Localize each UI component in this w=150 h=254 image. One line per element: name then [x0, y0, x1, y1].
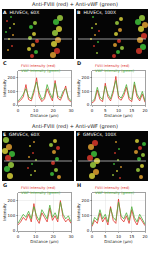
svg-text:Intensity: Intensity [76, 203, 81, 221]
svg-text:5: 5 [104, 108, 107, 113]
svg-text:30: 30 [68, 108, 74, 113]
svg-text:5: 5 [104, 234, 107, 239]
svg-text:200: 200 [8, 75, 16, 80]
svg-text:Distance (µm): Distance (µm) [30, 113, 59, 118]
svg-text:100: 100 [8, 213, 16, 218]
svg-text:0: 0 [17, 108, 20, 113]
svg-text:Distance (µm): Distance (µm) [104, 239, 133, 244]
html-text:B: B [77, 10, 81, 15]
svg-text:200: 200 [8, 198, 16, 203]
html-text:H: H [77, 182, 82, 188]
html-text:F: F [77, 132, 81, 137]
html-text:GMVECs, 60X: GMVECs, 60X [9, 132, 40, 137]
svg-text:100: 100 [82, 213, 90, 218]
svg-text:0: 0 [87, 102, 90, 107]
svg-text:200: 200 [82, 75, 90, 80]
svg-text:30: 30 [68, 234, 74, 239]
svg-text:Intensity: Intensity [76, 79, 81, 97]
svg-text:20: 20 [51, 108, 57, 113]
svg-text:20: 20 [142, 234, 148, 239]
svg-text:10: 10 [116, 234, 122, 239]
svg-text:15: 15 [129, 234, 135, 239]
svg-text:10: 10 [116, 108, 122, 113]
html-text:Anti-FVIII (red) + Anti-vWF (g: Anti-FVIII (red) + Anti-vWF (green) [32, 123, 118, 129]
svg-text:200: 200 [82, 198, 90, 203]
svg-text:0: 0 [87, 228, 90, 233]
svg-text:100: 100 [82, 89, 90, 94]
html-text:C: C [3, 60, 7, 66]
svg-text:0: 0 [17, 234, 20, 239]
html-text:G: G [3, 182, 8, 188]
svg-text:0: 0 [13, 228, 16, 233]
svg-text:VWF Intensity (green): VWF Intensity (green) [95, 69, 135, 73]
svg-text:Intensity: Intensity [2, 79, 7, 97]
html-text:GMVECs, 100X: GMVECs, 100X [83, 132, 117, 137]
html-text:E: E [3, 132, 7, 137]
svg-text:20: 20 [51, 234, 57, 239]
html-text:D: D [77, 60, 82, 66]
svg-text:FVIII Intensity (red): FVIII Intensity (red) [95, 186, 130, 190]
svg-text:10: 10 [33, 108, 39, 113]
svg-text:VWF Intensity (green): VWF Intensity (green) [95, 191, 135, 195]
svg-text:0: 0 [91, 234, 94, 239]
svg-text:10: 10 [33, 234, 39, 239]
svg-text:FVIII Intensity (red): FVIII Intensity (red) [21, 64, 56, 68]
svg-text:Distance (µm): Distance (µm) [104, 113, 133, 118]
html-text:HUVECs, 100X: HUVECs, 100X [83, 10, 117, 15]
svg-text:FVIII Intensity (red): FVIII Intensity (red) [21, 186, 56, 190]
html-text:HUVECs, 60X: HUVECs, 60X [9, 10, 40, 15]
svg-text:0: 0 [91, 108, 94, 113]
html-text:A: A [3, 10, 7, 15]
svg-text:FVIII Intensity (red): FVIII Intensity (red) [95, 64, 130, 68]
svg-text:Distance (µm): Distance (µm) [30, 239, 59, 244]
svg-text:Intensity: Intensity [2, 203, 7, 221]
html-text:Anti-FVIII (red) + Anti-vWF (g: Anti-FVIII (red) + Anti-vWF (green) [32, 1, 118, 7]
svg-text:0: 0 [13, 102, 16, 107]
svg-text:100: 100 [8, 89, 16, 94]
svg-text:20: 20 [142, 108, 148, 113]
svg-text:15: 15 [129, 108, 135, 113]
svg-text:VWF Intensity (green): VWF Intensity (green) [21, 191, 61, 195]
svg-text:VWF Intensity (green): VWF Intensity (green) [21, 69, 61, 73]
